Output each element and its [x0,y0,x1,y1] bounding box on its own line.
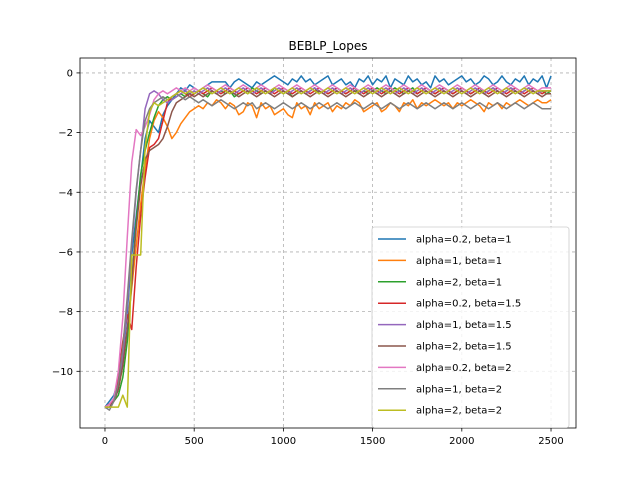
legend-label: alpha=2, beta=2 [416,406,502,417]
legend-label: alpha=2, beta=1 [416,277,502,288]
legend-label: alpha=1, beta=1.5 [416,320,512,331]
y-tick-label: −8 [58,307,73,318]
axes: 0 500 1000 1500 2000 2500 −10 −8 −6 −4 −2 0 [52,68,564,447]
legend-label: alpha=1, beta=1 [416,256,502,267]
y-tick-label: −2 [58,128,73,139]
legend-label: alpha=1, beta=2 [416,384,502,395]
series-line-6 [104,90,552,408]
y-tick-label: −4 [58,188,73,199]
legend-box [371,226,570,429]
series-line-9 [104,87,552,408]
chart-title: BEBLP_Lopes [288,39,367,53]
legend-label: alpha=2, beta=1.5 [416,342,512,353]
series-line-8 [104,93,552,411]
series-layer [104,75,552,411]
legend: alpha=0.2, beta=1 alpha=1, beta=1 alpha=2,… [371,226,570,429]
x-tick-label: 0 [102,436,108,447]
series-line-2 [104,99,552,408]
legend-label: alpha=0.2, beta=1.5 [416,299,521,310]
series-line-5 [104,87,552,408]
y-tick-label: 0 [67,68,73,79]
legend-label: alpha=0.2, beta=2 [416,363,512,374]
y-tick-label: −10 [52,367,73,378]
x-tick-label: 500 [185,436,204,447]
x-tick-label: 2500 [538,436,563,447]
plot-frame [79,57,577,429]
x-tick-label: 1500 [360,436,385,447]
x-tick-label: 1000 [271,436,296,447]
y-tick-label: −6 [58,247,73,258]
x-tick-label: 2000 [449,436,474,447]
legend-label: alpha=0.2, beta=1 [416,235,512,246]
